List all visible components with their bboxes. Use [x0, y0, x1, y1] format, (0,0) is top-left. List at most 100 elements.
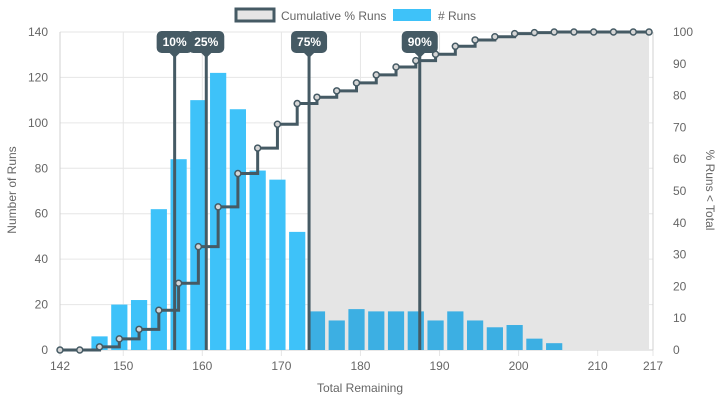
legend-label-runs[interactable]: # Runs	[438, 9, 476, 23]
cumulative-point	[253, 144, 262, 152]
bar	[308, 311, 326, 350]
bar	[387, 311, 405, 350]
x-tick-label: 200	[509, 359, 529, 373]
y-tick-label: 100	[28, 116, 48, 130]
y2-tick-label: 20	[673, 279, 687, 293]
bar	[486, 327, 503, 350]
bar	[289, 231, 306, 350]
cumulative-point	[332, 87, 341, 95]
y2-tick-label: 30	[673, 248, 687, 262]
percentile-marker-label: 75%	[297, 35, 321, 49]
cumulative-point	[313, 93, 321, 101]
y-tick-label: 40	[35, 252, 49, 266]
percentile-marker-pointer	[169, 53, 180, 58]
y2-tick-label: 100	[673, 25, 693, 39]
y-tick-label: 20	[35, 298, 49, 312]
y-axis-title: Number of Runs	[5, 146, 19, 233]
cumulative-point	[155, 306, 163, 314]
legend[interactable]: Cumulative % Runs # Runs	[234, 7, 476, 23]
bar	[130, 300, 148, 350]
x-axis-title: Total Remaining	[317, 381, 403, 395]
x-tick-label: 150	[113, 359, 133, 373]
cumulative-point	[352, 79, 361, 87]
y-tick-label: 140	[28, 25, 48, 39]
bar	[170, 159, 187, 350]
cumulative-point	[293, 99, 301, 108]
bar	[368, 311, 385, 350]
bar	[150, 209, 167, 350]
cumulative-point	[95, 343, 104, 351]
cumulative-point	[214, 203, 222, 211]
cumulative-point	[530, 28, 539, 37]
cumulative-point	[629, 28, 637, 36]
legend-swatch-cumulative[interactable]	[234, 7, 276, 23]
percentile-marker-badge	[188, 31, 225, 53]
cumulative-point	[645, 28, 653, 36]
bar	[407, 311, 424, 350]
y-tick-label: 120	[28, 70, 48, 84]
cumulative-point	[115, 335, 124, 343]
legend-label-cumulative[interactable]: Cumulative % Runs	[281, 9, 386, 23]
x-tick-label: 160	[192, 359, 212, 373]
cumulative-area-fill	[309, 32, 650, 350]
cumulative-point	[570, 28, 578, 36]
percentile-marker-badge	[401, 31, 438, 53]
x-tick-label: 190	[430, 359, 450, 373]
bar	[190, 100, 207, 351]
x-tick-label: 217	[643, 359, 663, 373]
bar	[328, 320, 345, 350]
percentile-marker-pointer	[304, 53, 315, 58]
cumulative-point	[589, 28, 598, 36]
y2-tick-label: 90	[673, 57, 687, 71]
bar	[526, 338, 543, 350]
bar	[269, 179, 286, 350]
cumulative-point	[392, 63, 400, 71]
x-tick-label: 210	[588, 359, 608, 373]
bar	[466, 320, 484, 350]
bar	[447, 311, 464, 350]
bar	[506, 325, 523, 350]
bar	[348, 309, 365, 350]
y-tick-label: 60	[35, 207, 49, 221]
percentile-marker-pointer	[414, 53, 425, 58]
cumulative-point	[451, 42, 460, 51]
y2-tick-label: 70	[673, 120, 687, 134]
cumulative-point	[412, 56, 420, 65]
x-tick-label: 180	[350, 359, 370, 373]
bar	[249, 170, 266, 350]
y-tick-label: 0	[41, 343, 48, 357]
percentile-marker-badge	[291, 31, 328, 53]
cumulative-point	[550, 28, 558, 36]
percentile-markers: 10% 25% 75% 90%	[156, 31, 438, 350]
y-tick-label: 80	[35, 161, 49, 175]
cumulative-point	[471, 36, 479, 44]
y2-tick-label: 50	[673, 184, 687, 198]
cumulative-point	[56, 346, 64, 354]
cumulative-point	[372, 71, 381, 79]
percentile-marker-label: 90%	[408, 35, 432, 49]
percentile-marker-badge	[156, 31, 193, 53]
cumulative-point	[510, 29, 519, 38]
y2-tick-label: 80	[673, 89, 687, 103]
percentile-marker-label: 25%	[194, 35, 218, 49]
bar	[427, 320, 444, 350]
cumulative-point	[194, 242, 203, 251]
y2-axis-title: % Runs < Total	[703, 150, 717, 231]
legend-swatch-runs[interactable]	[393, 9, 431, 21]
bar	[229, 109, 247, 350]
percentile-marker-pointer	[201, 53, 212, 58]
percentile-marker-label: 10%	[163, 35, 187, 49]
cumulative-point	[609, 28, 618, 36]
cumulative-area	[309, 32, 650, 350]
cumulative-point	[135, 325, 143, 334]
y2-tick-label: 40	[673, 216, 687, 230]
cumulative-point	[76, 346, 84, 354]
cumulative-point	[174, 279, 183, 287]
x-tick-label: 142	[50, 359, 70, 373]
cumulative-point	[491, 33, 499, 41]
cumulative-point	[273, 120, 282, 128]
y2-tick-label: 60	[673, 152, 687, 166]
